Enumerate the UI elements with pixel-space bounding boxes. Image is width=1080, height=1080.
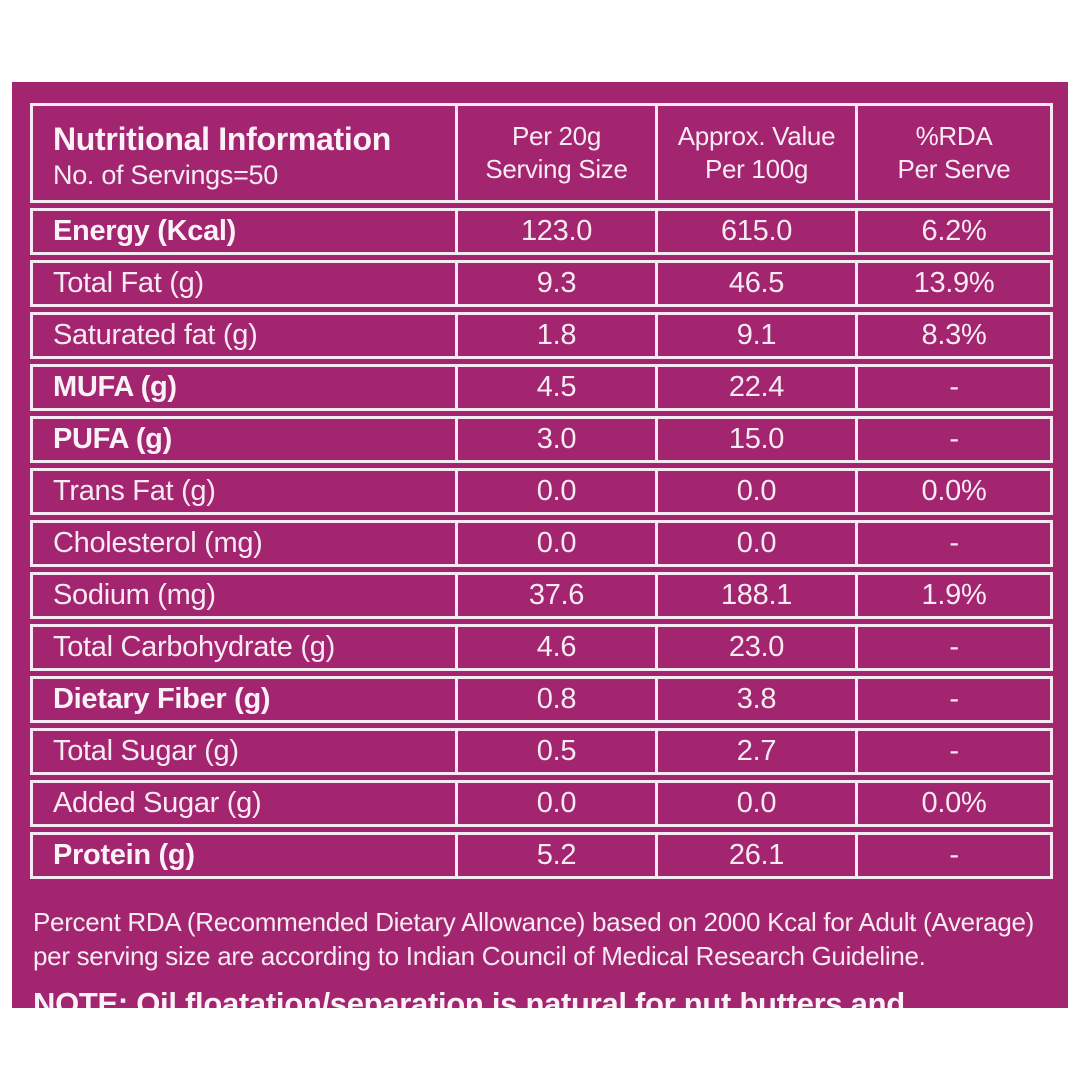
nutrient-name: Total Carbohydrate (g) (30, 624, 455, 671)
servings-count: No. of Servings=50 (53, 159, 278, 190)
column-header-per-serving: Per 20g Serving Size (455, 103, 655, 203)
rda-value: - (855, 416, 1053, 463)
rda-value: 8.3% (855, 312, 1053, 359)
per-100g-value: 0.0 (655, 468, 855, 515)
column-header-line: %RDA (915, 121, 993, 151)
rda-value: - (855, 364, 1053, 411)
per-serving-value: 123.0 (455, 208, 655, 255)
rda-value: - (855, 520, 1053, 567)
nutrient-name: Trans Fat (g) (30, 468, 455, 515)
per-serving-value: 1.8 (455, 312, 655, 359)
per-serving-value: 9.3 (455, 260, 655, 307)
table-header-row: Nutritional Information No. of Servings=… (30, 103, 1053, 203)
per-serving-value: 3.0 (455, 416, 655, 463)
per-serving-value: 37.6 (455, 572, 655, 619)
table-title: Nutritional Information (53, 120, 391, 157)
column-header-rda: %RDA Per Serve (855, 103, 1053, 203)
rda-value: - (855, 832, 1053, 879)
per-100g-value: 22.4 (655, 364, 855, 411)
table-row-total-carbohydrate: Total Carbohydrate (g) 4.6 23.0 - (30, 624, 1053, 671)
rda-value: 6.2% (855, 208, 1053, 255)
nutrient-name: Cholesterol (mg) (30, 520, 455, 567)
nutrient-name: Energy (Kcal) (30, 208, 455, 255)
nutrient-name: Total Fat (g) (30, 260, 455, 307)
table-row-energy: Energy (Kcal) 123.0 615.0 6.2% (30, 208, 1053, 255)
table-row-protein: Protein (g) 5.2 26.1 - (30, 832, 1053, 879)
per-serving-value: 4.5 (455, 364, 655, 411)
column-header-line: Per Serve (897, 154, 1011, 184)
rda-value: 13.9% (855, 260, 1053, 307)
nutrient-name: Dietary Fiber (g) (30, 676, 455, 723)
rda-value: 0.0% (855, 468, 1053, 515)
nutrient-name: Sodium (mg) (30, 572, 455, 619)
per-100g-value: 3.8 (655, 676, 855, 723)
oil-separation-note: NOTE: Oil floatation/separation is natur… (33, 986, 905, 1008)
per-100g-value: 0.0 (655, 520, 855, 567)
column-header-line: Serving Size (485, 154, 628, 184)
nutrition-label-panel: Nutritional Information No. of Servings=… (12, 82, 1068, 1008)
per-100g-value: 0.0 (655, 780, 855, 827)
column-header-line: Approx. Value (677, 121, 836, 151)
rda-value: - (855, 624, 1053, 671)
per-serving-value: 0.0 (455, 468, 655, 515)
rda-value: 1.9% (855, 572, 1053, 619)
nutrient-name: MUFA (g) (30, 364, 455, 411)
table-row-total-fat: Total Fat (g) 9.3 46.5 13.9% (30, 260, 1053, 307)
per-serving-value: 5.2 (455, 832, 655, 879)
table-row-dietary-fiber: Dietary Fiber (g) 0.8 3.8 - (30, 676, 1053, 723)
per-100g-value: 2.7 (655, 728, 855, 775)
per-100g-value: 26.1 (655, 832, 855, 879)
table-row-trans-fat: Trans Fat (g) 0.0 0.0 0.0% (30, 468, 1053, 515)
table-row-added-sugar: Added Sugar (g) 0.0 0.0 0.0% (30, 780, 1053, 827)
nutrient-name: PUFA (g) (30, 416, 455, 463)
rda-footnote-line1: Percent RDA (Recommended Dietary Allowan… (33, 907, 1035, 937)
per-serving-value: 4.6 (455, 624, 655, 671)
per-serving-value: 0.5 (455, 728, 655, 775)
rda-footnote: Percent RDA (Recommended Dietary Allowan… (33, 905, 1053, 973)
header-title-cell: Nutritional Information No. of Servings=… (30, 103, 455, 203)
rda-value: - (855, 728, 1053, 775)
rda-footnote-line2: per serving size are according to Indian… (33, 941, 926, 971)
table-row-total-sugar: Total Sugar (g) 0.5 2.7 - (30, 728, 1053, 775)
table-row-saturated-fat: Saturated fat (g) 1.8 9.1 8.3% (30, 312, 1053, 359)
nutrient-name: Total Sugar (g) (30, 728, 455, 775)
per-100g-value: 23.0 (655, 624, 855, 671)
table-row-sodium: Sodium (mg) 37.6 188.1 1.9% (30, 572, 1053, 619)
rda-value: 0.0% (855, 780, 1053, 827)
per-100g-value: 9.1 (655, 312, 855, 359)
table-row-mufa: MUFA (g) 4.5 22.4 - (30, 364, 1053, 411)
per-100g-value: 46.5 (655, 260, 855, 307)
nutrient-name: Saturated fat (g) (30, 312, 455, 359)
nutrient-name: Protein (g) (30, 832, 455, 879)
rda-value: - (855, 676, 1053, 723)
column-header-line: Per 20g (512, 121, 601, 151)
per-serving-value: 0.0 (455, 520, 655, 567)
nutrient-name: Added Sugar (g) (30, 780, 455, 827)
per-serving-value: 0.8 (455, 676, 655, 723)
per-100g-value: 15.0 (655, 416, 855, 463)
per-serving-value: 0.0 (455, 780, 655, 827)
column-header-line: Per 100g (704, 154, 809, 184)
table-row-cholesterol: Cholesterol (mg) 0.0 0.0 - (30, 520, 1053, 567)
per-100g-value: 615.0 (655, 208, 855, 255)
per-100g-value: 188.1 (655, 572, 855, 619)
table-row-pufa: PUFA (g) 3.0 15.0 - (30, 416, 1053, 463)
nutrition-table: Nutritional Information No. of Servings=… (30, 98, 1053, 884)
column-header-per-100g: Approx. Value Per 100g (655, 103, 855, 203)
